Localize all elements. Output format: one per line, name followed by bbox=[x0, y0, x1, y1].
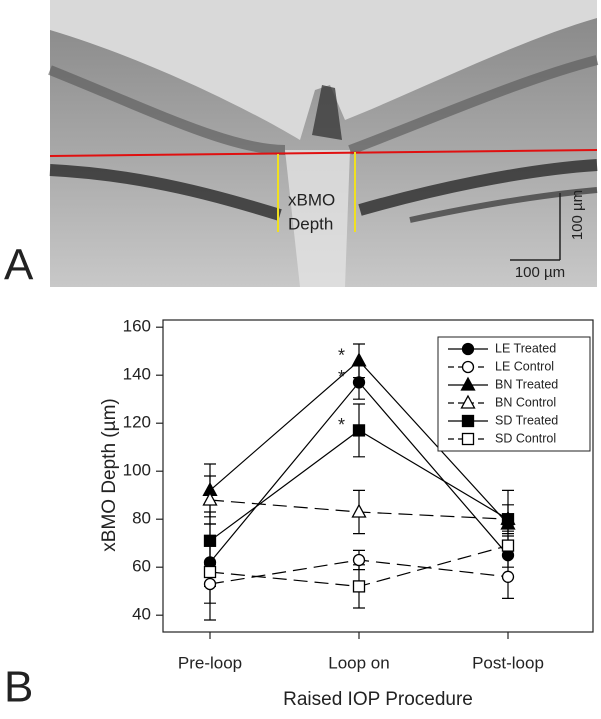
x-tick-label: Loop on bbox=[328, 653, 389, 672]
legend-label: BN Treated bbox=[495, 377, 558, 391]
oct-image bbox=[48, 0, 599, 287]
legend-label: BN Control bbox=[495, 395, 556, 409]
scale-label: 100 µm bbox=[515, 264, 565, 281]
annotation: Depth bbox=[288, 214, 333, 233]
legend-marker bbox=[461, 360, 475, 374]
panel-label: B bbox=[4, 663, 33, 712]
y-tick-label: 140 bbox=[123, 365, 151, 384]
scale-label: 100 µm bbox=[569, 190, 586, 240]
y-axis-title: xBMO Depth (µm) bbox=[99, 398, 120, 551]
significance-mark: * bbox=[338, 367, 345, 387]
panel-label: A bbox=[4, 241, 34, 290]
y-tick-label: 40 bbox=[132, 605, 151, 624]
marker bbox=[203, 577, 217, 591]
marker bbox=[351, 352, 367, 367]
marker bbox=[351, 503, 367, 518]
x-tick-label: Pre-loop bbox=[178, 653, 242, 672]
marker bbox=[352, 424, 366, 437]
marker bbox=[352, 376, 366, 389]
y-tick-label: 160 bbox=[123, 317, 151, 336]
legend-label: SD Treated bbox=[495, 413, 558, 427]
x-axis-title: Raised IOP Procedure bbox=[283, 689, 473, 710]
legend-label: LE Control bbox=[495, 359, 554, 373]
marker bbox=[501, 570, 515, 583]
y-tick-label: 80 bbox=[132, 509, 151, 528]
legend-marker bbox=[461, 414, 475, 428]
marker bbox=[501, 513, 515, 526]
marker bbox=[352, 580, 366, 593]
legend-marker bbox=[460, 376, 476, 391]
legend-marker bbox=[460, 394, 476, 409]
y-tick-label: 100 bbox=[123, 461, 151, 480]
x-tick-label: Post-loop bbox=[472, 653, 544, 672]
marker bbox=[202, 491, 218, 506]
y-tick-label: 120 bbox=[123, 413, 151, 432]
marker bbox=[352, 553, 366, 567]
legend-marker bbox=[461, 342, 475, 356]
significance-mark: * bbox=[338, 415, 345, 435]
marker bbox=[501, 539, 515, 552]
marker bbox=[203, 534, 217, 547]
annotation: xBMO bbox=[288, 190, 335, 209]
marker bbox=[203, 565, 217, 579]
y-tick-label: 60 bbox=[132, 557, 151, 576]
legend-label: LE Treated bbox=[495, 341, 556, 355]
legend-box bbox=[437, 336, 591, 452]
legend-marker bbox=[461, 432, 475, 446]
plot-frame bbox=[162, 319, 594, 633]
significance-mark: * bbox=[338, 346, 345, 366]
legend-label: SD Control bbox=[495, 431, 556, 445]
